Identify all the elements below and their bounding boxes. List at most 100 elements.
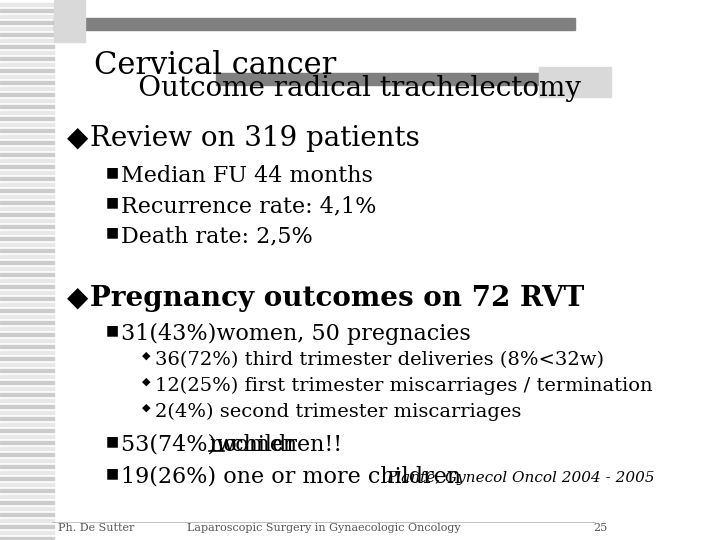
- Bar: [0, 165, 54, 168]
- Text: Recurrence rate: 4,1%: Recurrence rate: 4,1%: [122, 195, 377, 217]
- Bar: [0, 213, 54, 216]
- Bar: [0, 303, 54, 306]
- Bar: [0, 33, 54, 36]
- Bar: [0, 27, 54, 30]
- Bar: [0, 489, 54, 492]
- Bar: [0, 483, 54, 486]
- Text: ■: ■: [106, 434, 120, 448]
- Bar: [0, 501, 54, 504]
- Bar: [0, 525, 54, 528]
- Text: ◆: ◆: [142, 351, 150, 361]
- Bar: [0, 453, 54, 456]
- Bar: [0, 441, 54, 444]
- Text: ■: ■: [106, 225, 120, 239]
- Bar: [0, 351, 54, 354]
- Bar: [0, 465, 54, 468]
- Text: children!!: children!!: [224, 434, 342, 456]
- Bar: [0, 495, 54, 498]
- Text: 31(43%)women, 50 pregnacies: 31(43%)women, 50 pregnacies: [122, 323, 471, 345]
- Bar: [0, 507, 54, 510]
- Bar: [0, 45, 54, 48]
- Bar: [0, 57, 54, 60]
- Text: 12(25%) first trimester miscarriages / termination: 12(25%) first trimester miscarriages / t…: [155, 377, 652, 395]
- Bar: [0, 267, 54, 270]
- Bar: [0, 249, 54, 252]
- Bar: [0, 75, 54, 78]
- Bar: [0, 69, 54, 72]
- Bar: [0, 537, 54, 540]
- Text: ◆: ◆: [142, 377, 150, 387]
- Bar: [0, 417, 54, 420]
- Bar: [0, 255, 54, 258]
- Bar: [0, 261, 54, 264]
- Bar: [0, 321, 54, 324]
- Bar: [216, 73, 593, 85]
- Text: ◆: ◆: [68, 285, 89, 312]
- Bar: [0, 315, 54, 318]
- Text: Death rate: 2,5%: Death rate: 2,5%: [122, 225, 313, 247]
- Bar: [0, 411, 54, 414]
- Bar: [0, 243, 54, 246]
- Bar: [0, 273, 54, 276]
- Bar: [0, 429, 54, 432]
- Bar: [0, 3, 54, 6]
- Bar: [0, 195, 54, 198]
- Bar: [0, 279, 54, 282]
- Bar: [0, 237, 54, 240]
- Bar: [0, 513, 54, 516]
- Text: 25: 25: [593, 523, 608, 533]
- Bar: [0, 177, 54, 180]
- Bar: [0, 423, 54, 426]
- Bar: [0, 99, 54, 102]
- Text: ■: ■: [106, 323, 120, 337]
- Bar: [0, 285, 54, 288]
- Text: ■: ■: [106, 165, 120, 179]
- Bar: [0, 9, 54, 12]
- Bar: [539, 67, 611, 97]
- Bar: [0, 219, 54, 222]
- Bar: [0, 189, 54, 192]
- Bar: [0, 183, 54, 186]
- Bar: [0, 123, 54, 126]
- Text: Pregnancy outcomes on 72 RVT: Pregnancy outcomes on 72 RVT: [90, 285, 584, 312]
- Text: 2(4%) second trimester miscarriages: 2(4%) second trimester miscarriages: [155, 403, 521, 421]
- Bar: [0, 381, 54, 384]
- Text: Median FU 44 months: Median FU 44 months: [122, 165, 373, 187]
- Bar: [0, 345, 54, 348]
- Text: Outcome radical trachelectomy: Outcome radical trachelectomy: [94, 75, 581, 102]
- Text: ◆: ◆: [142, 403, 150, 413]
- Bar: [0, 291, 54, 294]
- Text: ■: ■: [106, 195, 120, 209]
- Text: no: no: [209, 434, 237, 456]
- Bar: [0, 231, 54, 234]
- Bar: [0, 225, 54, 228]
- Text: ■: ■: [106, 466, 120, 480]
- Bar: [0, 387, 54, 390]
- Text: ◆: ◆: [68, 125, 89, 152]
- Bar: [0, 39, 54, 42]
- Bar: [0, 357, 54, 360]
- Bar: [54, 18, 575, 30]
- Bar: [0, 207, 54, 210]
- Bar: [0, 339, 54, 342]
- Text: 36(72%) third trimester deliveries (8%<32w): 36(72%) third trimester deliveries (8%<3…: [155, 351, 603, 369]
- Bar: [0, 135, 54, 138]
- Bar: [0, 309, 54, 312]
- Bar: [0, 393, 54, 396]
- Bar: [0, 363, 54, 366]
- Bar: [54, 0, 86, 42]
- Bar: [0, 159, 54, 162]
- Bar: [0, 297, 54, 300]
- Text: Plante, Gynecol Oncol 2004 - 2005: Plante, Gynecol Oncol 2004 - 2005: [387, 471, 655, 485]
- Bar: [0, 447, 54, 450]
- Bar: [0, 471, 54, 474]
- Bar: [0, 171, 54, 174]
- Bar: [0, 129, 54, 132]
- Bar: [0, 459, 54, 462]
- Bar: [0, 111, 54, 114]
- Text: 19(26%) one or more children: 19(26%) one or more children: [122, 466, 462, 488]
- Text: Review on 319 patients: Review on 319 patients: [90, 125, 420, 152]
- Bar: [0, 519, 54, 522]
- Bar: [0, 153, 54, 156]
- Bar: [0, 405, 54, 408]
